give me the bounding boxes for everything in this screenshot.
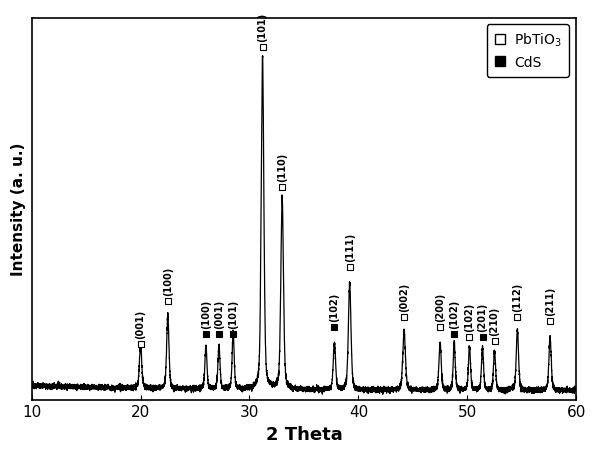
- Text: (200): (200): [435, 293, 445, 322]
- Text: (110): (110): [277, 153, 287, 182]
- X-axis label: 2 Theta: 2 Theta: [266, 426, 342, 444]
- Text: (100): (100): [201, 300, 211, 329]
- Text: (102): (102): [464, 303, 475, 332]
- Text: (210): (210): [490, 306, 500, 335]
- Text: (102): (102): [330, 293, 340, 322]
- Text: (101): (101): [228, 300, 238, 329]
- Text: (100): (100): [163, 266, 173, 296]
- Y-axis label: Intensity (a. u.): Intensity (a. u.): [11, 142, 26, 276]
- Legend: PbTiO$_3$, CdS: PbTiO$_3$, CdS: [487, 25, 570, 77]
- Text: (112): (112): [512, 283, 522, 312]
- Text: (101): (101): [257, 13, 267, 42]
- Text: (211): (211): [545, 286, 555, 316]
- Text: (001): (001): [136, 309, 146, 339]
- Text: (201): (201): [478, 303, 488, 332]
- Text: (102): (102): [449, 300, 459, 329]
- Text: (111): (111): [344, 233, 355, 262]
- Text: (001): (001): [214, 300, 224, 329]
- Text: (002): (002): [399, 283, 409, 312]
